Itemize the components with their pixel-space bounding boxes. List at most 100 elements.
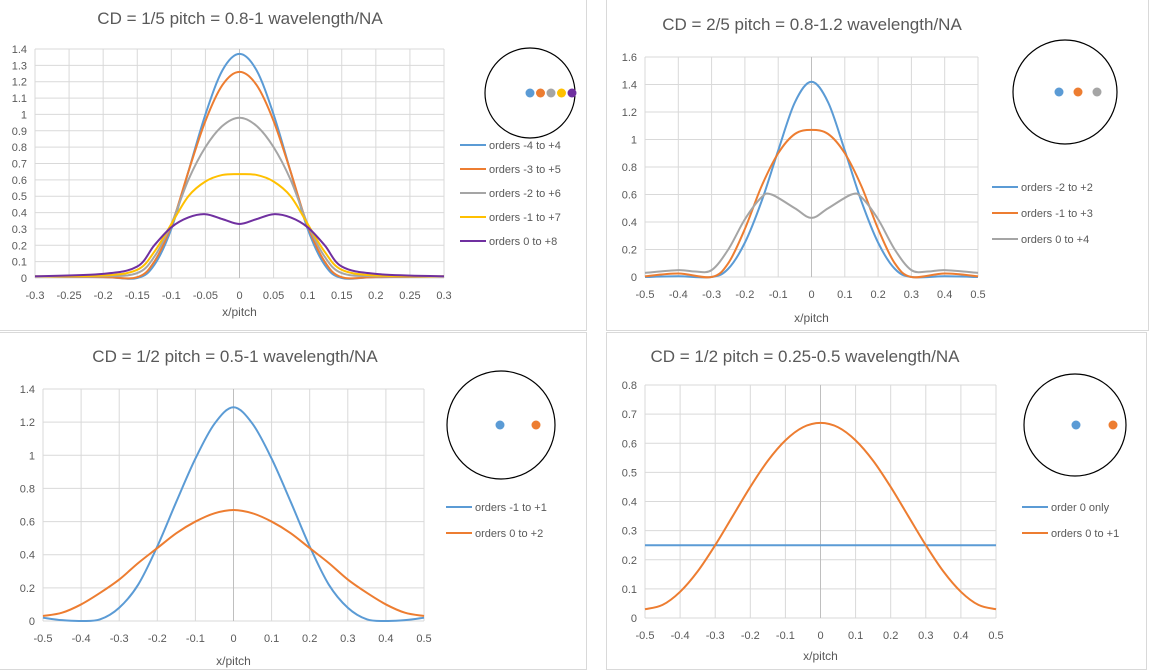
legend-label: orders -1 to +1	[475, 502, 547, 514]
x-tick-label: 0.4	[937, 289, 952, 301]
x-tick-label: 0.1	[848, 630, 863, 642]
y-tick-label: 0.2	[20, 583, 35, 595]
x-tick-label: 0.5	[988, 630, 1003, 642]
x-tick-label: 0.3	[340, 633, 355, 645]
legend-label: orders -2 to +2	[1021, 182, 1093, 194]
x-tick-label: 0	[808, 289, 814, 301]
series-line-1	[42, 508, 425, 618]
legend-label: orders -3 to +5	[489, 164, 561, 176]
diffraction-order-dot	[1054, 87, 1064, 97]
y-tick-label: 0.5	[622, 467, 637, 479]
y-tick-label: 0.8	[622, 162, 637, 174]
x-tick-label: -0.15	[125, 290, 150, 302]
x-tick-label: 0.2	[302, 633, 317, 645]
legend-label: orders -1 to +3	[1021, 208, 1093, 220]
chart-title: CD = 1/5 pitch = 0.8-1 wavelength/NA	[97, 9, 383, 28]
series-line-0	[42, 406, 425, 623]
legend-label: orders 0 to +8	[489, 236, 557, 248]
y-tick-label: 1	[631, 135, 637, 147]
legend-label: orders 0 to +4	[1021, 234, 1089, 246]
x-tick-label: 0.3	[918, 630, 933, 642]
legend-label: orders 0 to +1	[1051, 528, 1119, 540]
x-tick-label: -0.05	[193, 290, 218, 302]
diffraction-order-dot	[567, 88, 577, 98]
x-tick-label: 0	[817, 630, 823, 642]
y-tick-label: 0.3	[622, 526, 637, 538]
x-tick-label: -0.4	[669, 289, 688, 301]
x-tick-label: -0.5	[636, 289, 655, 301]
diffraction-order-dot	[525, 88, 535, 98]
x-tick-label: -0.5	[636, 630, 655, 642]
x-tick-label: -0.3	[702, 289, 721, 301]
x-tick-label: 0.5	[416, 633, 431, 645]
x-tick-label: -0.2	[94, 290, 113, 302]
x-tick-label: 0	[236, 290, 242, 302]
y-tick-label: 0.8	[12, 142, 27, 154]
diffraction-order-dot	[536, 88, 545, 98]
y-tick-label: 0.2	[12, 240, 27, 252]
x-tick-label: -0.1	[162, 290, 181, 302]
series-line-0	[644, 80, 979, 279]
series-line-1	[34, 70, 445, 280]
diffraction-order-dot	[1073, 87, 1083, 97]
y-tick-label: 0.3	[12, 224, 27, 236]
diffraction-order-dot	[1108, 420, 1118, 430]
x-tick-label: -0.3	[706, 630, 725, 642]
x-tick-label: -0.2	[741, 630, 760, 642]
y-tick-label: 0.6	[12, 175, 27, 187]
x-tick-label: -0.2	[735, 289, 754, 301]
legend-label: order 0 only	[1051, 502, 1110, 514]
y-tick-label: 1	[21, 109, 27, 121]
y-tick-label: 0.4	[20, 550, 35, 562]
chart-title: CD = 1/2 pitch = 0.25-0.5 wavelength/NA	[650, 347, 960, 366]
x-tick-label: 0.2	[870, 289, 885, 301]
y-tick-label: 1.2	[622, 107, 637, 119]
x-tick-label: -0.1	[769, 289, 788, 301]
x-tick-label: 0.3	[904, 289, 919, 301]
y-tick-label: 0.4	[622, 497, 637, 509]
y-tick-label: 1.4	[12, 44, 27, 56]
x-axis-label: x/pitch	[803, 649, 838, 663]
y-tick-label: 1.3	[12, 60, 27, 72]
y-tick-label: 0.4	[12, 208, 27, 220]
diffraction-order-dot	[557, 88, 566, 98]
series-line-0	[34, 52, 445, 280]
x-tick-label: 0.05	[263, 290, 284, 302]
y-tick-label: 0.2	[622, 245, 637, 257]
pupil-circle	[1012, 39, 1118, 145]
y-tick-label: 0	[631, 272, 637, 284]
x-tick-label: 0.4	[378, 633, 393, 645]
x-tick-label: 0.15	[331, 290, 352, 302]
series-line-3	[34, 173, 445, 278]
y-tick-label: 0.8	[20, 483, 35, 495]
chart-title: CD = 1/2 pitch = 0.5-1 wavelength/NA	[92, 347, 378, 366]
chart-title: CD = 2/5 pitch = 0.8-1.2 wavelength/NA	[662, 15, 962, 34]
y-tick-label: 0.1	[12, 257, 27, 269]
y-tick-label: 1.4	[20, 384, 35, 396]
x-axis-label: x/pitch	[794, 311, 829, 325]
x-tick-label: -0.2	[148, 633, 167, 645]
series-line-2	[644, 192, 979, 274]
x-tick-label: -0.1	[186, 633, 205, 645]
y-tick-label: 0.8	[622, 380, 637, 392]
chart-2: CD = 1/2 pitch = 0.5-1 wavelength/NA 0 0.2…	[20, 347, 556, 668]
y-tick-label: 0	[29, 616, 35, 628]
x-tick-label: 0.2	[368, 290, 383, 302]
x-tick-label: -0.25	[57, 290, 82, 302]
chart-3: CD = 1/2 pitch = 0.25-0.5 wavelength/NA 0…	[622, 347, 1127, 663]
legend-label: orders -4 to +4	[489, 140, 561, 152]
x-tick-label: -0.3	[110, 633, 129, 645]
x-axis-label: x/pitch	[216, 654, 251, 668]
series-line-1	[644, 421, 997, 611]
y-tick-label: 0.2	[622, 555, 637, 567]
x-tick-label: 0.1	[300, 290, 315, 302]
x-tick-label: 0.2	[883, 630, 898, 642]
diffraction-order-dot	[546, 88, 556, 98]
x-tick-label: 0.25	[399, 290, 420, 302]
y-tick-label: 0.9	[12, 126, 27, 138]
x-tick-label: -0.4	[72, 633, 91, 645]
x-tick-label: -0.4	[671, 630, 690, 642]
y-tick-label: 1.2	[12, 77, 27, 89]
diffraction-order-dot	[1071, 420, 1081, 430]
